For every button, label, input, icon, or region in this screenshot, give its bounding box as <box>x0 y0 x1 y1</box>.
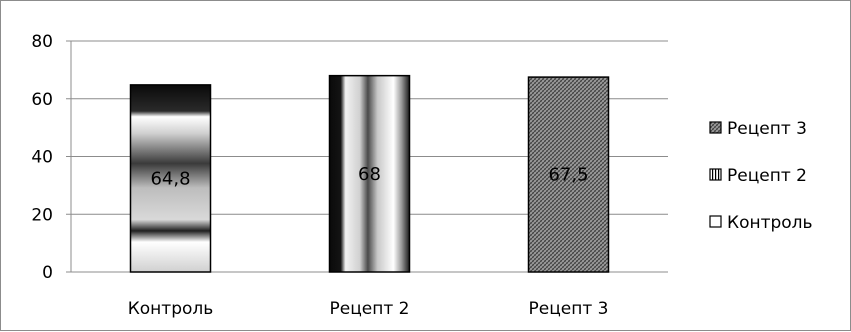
legend-swatch <box>709 168 722 181</box>
legend-label: Контроль <box>727 213 813 233</box>
y-tick-label: 80 <box>31 32 53 52</box>
x-tick-label: Рецепт 3 <box>529 299 609 319</box>
y-tick-label: 40 <box>31 148 53 168</box>
data-label: 67,5 <box>548 165 588 186</box>
bar <box>328 74 411 273</box>
legend-swatch <box>709 215 722 228</box>
x-tick-label: Рецепт 2 <box>330 299 410 319</box>
data-label: 64,8 <box>150 168 190 189</box>
y-tick-label: 60 <box>31 90 53 110</box>
x-tick-label: Контроль <box>128 299 214 319</box>
bar <box>527 76 610 273</box>
y-tick-label: 20 <box>31 205 53 225</box>
legend-label: Рецепт 2 <box>727 166 807 186</box>
legend-label: Рецепт 3 <box>727 119 807 139</box>
data-label: 68 <box>358 164 381 185</box>
legend-swatch <box>709 121 722 134</box>
y-tick-label: 0 <box>42 263 53 283</box>
bar <box>129 84 212 273</box>
